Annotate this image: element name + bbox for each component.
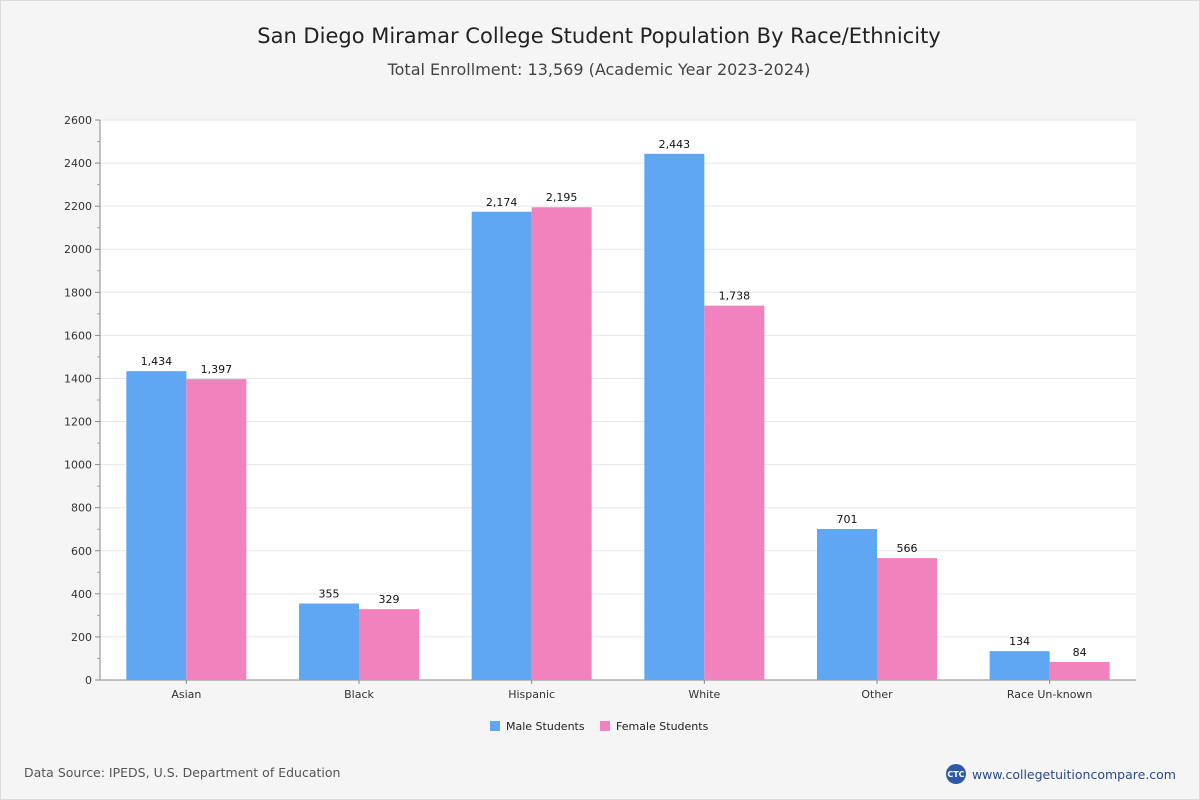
data-label: 1,738 — [719, 290, 751, 303]
bar-female — [1049, 661, 1110, 680]
plot-area — [100, 120, 1136, 680]
brand-url: www.collegetuitioncompare.com — [971, 766, 1176, 782]
chart-subtitle: Total Enrollment: 13,569 (Academic Year … — [387, 60, 811, 79]
y-tick-label: 2200 — [64, 200, 92, 213]
x-tick-label: Black — [344, 688, 374, 701]
chart-title: San Diego Miramar College Student Popula… — [257, 24, 941, 48]
y-tick-label: 1400 — [64, 372, 92, 385]
y-tick-label: 1000 — [64, 459, 92, 472]
bar-male — [299, 603, 359, 680]
data-source-note: Data Source: IPEDS, U.S. Department of E… — [24, 765, 341, 780]
bar-female — [359, 609, 419, 680]
bar-female — [877, 558, 937, 680]
bar-female — [186, 379, 247, 680]
x-tick-label: White — [688, 688, 720, 701]
y-tick-label: 2000 — [64, 243, 92, 256]
y-tick-label: 600 — [71, 545, 92, 558]
bar-male — [126, 371, 187, 680]
data-label: 1,397 — [201, 363, 233, 376]
data-label: 2,443 — [659, 138, 691, 151]
y-tick-label: 2400 — [64, 157, 92, 170]
y-tick-label: 200 — [71, 631, 92, 644]
data-label: 566 — [897, 542, 918, 555]
data-label: 2,195 — [546, 191, 578, 204]
y-tick-label: 1200 — [64, 416, 92, 429]
y-tick-label: 800 — [71, 502, 92, 515]
y-tick-label: 2600 — [64, 114, 92, 127]
data-label: 84 — [1073, 646, 1087, 659]
bar-male — [989, 651, 1050, 680]
x-tick-label: Hispanic — [508, 688, 555, 701]
bar-male — [817, 529, 877, 680]
data-label: 355 — [319, 588, 340, 601]
x-tick-label: Race Un-known — [1007, 688, 1093, 701]
y-tick-label: 400 — [71, 588, 92, 601]
data-label: 701 — [837, 513, 858, 526]
legend-label: Male Students — [506, 720, 585, 733]
bar-chart: 0 200 400 600 800 1000 1200 1400 1600 1800 2000 220… — [64, 114, 1136, 733]
y-tick-label: 1800 — [64, 286, 92, 299]
y-tick-label: 1600 — [64, 329, 92, 342]
brand-logo-icon: CTC — [945, 764, 966, 784]
x-tick-label: Other — [861, 688, 893, 701]
data-label: 1,434 — [141, 355, 173, 368]
bar-female — [531, 207, 592, 680]
legend-label: Female Students — [616, 720, 709, 733]
bar-male — [644, 153, 705, 681]
x-tick-label: Asian — [171, 688, 201, 701]
data-label: 329 — [379, 593, 400, 606]
data-label: 134 — [1009, 635, 1030, 648]
data-label: 2,174 — [486, 196, 518, 209]
bar-male — [471, 211, 532, 680]
legend-swatch — [600, 721, 610, 731]
y-tick-label: 0 — [85, 674, 92, 687]
brand-link[interactable]: CTC www.collegetuitioncompare.com — [945, 764, 1176, 784]
bar-female — [704, 305, 765, 680]
legend-swatch — [490, 721, 500, 731]
